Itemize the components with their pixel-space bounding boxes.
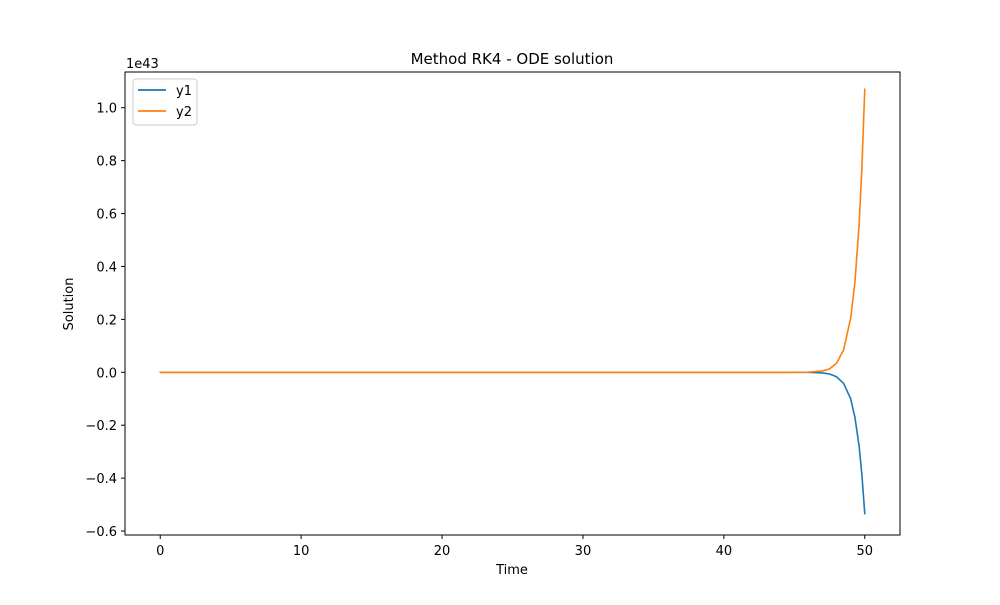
y-axis-label: Solution bbox=[62, 278, 77, 331]
y-tick-label: 0.2 bbox=[96, 313, 117, 328]
x-tick-label: 30 bbox=[575, 544, 592, 559]
chart-title: Method RK4 - ODE solution bbox=[411, 50, 614, 68]
x-tick-label: 20 bbox=[434, 544, 451, 559]
y-tick-label: 0.0 bbox=[96, 366, 117, 381]
x-tick-label: 40 bbox=[716, 544, 733, 559]
y-tick-label: 0.4 bbox=[96, 260, 117, 275]
y-axis-ticks: −0.6 −0.4 −0.2 0.0 0.2 0.4 0.6 0.8 1.0 bbox=[85, 102, 125, 540]
x-axis-ticks: 0 10 20 30 40 50 bbox=[156, 535, 873, 559]
y-axis-offset-label: 1e43 bbox=[126, 57, 159, 72]
legend-label-y1: y1 bbox=[176, 84, 192, 99]
y-tick-label: −0.4 bbox=[85, 472, 117, 487]
y-tick-label: −0.6 bbox=[85, 525, 117, 540]
series-lines bbox=[159, 88, 866, 515]
y-tick-label: 0.6 bbox=[96, 208, 117, 223]
y-tick-label: 0.8 bbox=[96, 155, 117, 170]
series-line-y2 bbox=[159, 88, 866, 374]
y-tick-label: 1.0 bbox=[96, 102, 117, 117]
x-axis-label: Time bbox=[495, 563, 528, 578]
axes-frame bbox=[124, 71, 901, 536]
legend-label-y2: y2 bbox=[176, 105, 192, 120]
x-tick-label: 50 bbox=[856, 544, 873, 559]
y-tick-label: −0.2 bbox=[85, 419, 117, 434]
x-tick-label: 10 bbox=[293, 544, 310, 559]
x-tick-label: 0 bbox=[156, 544, 164, 559]
